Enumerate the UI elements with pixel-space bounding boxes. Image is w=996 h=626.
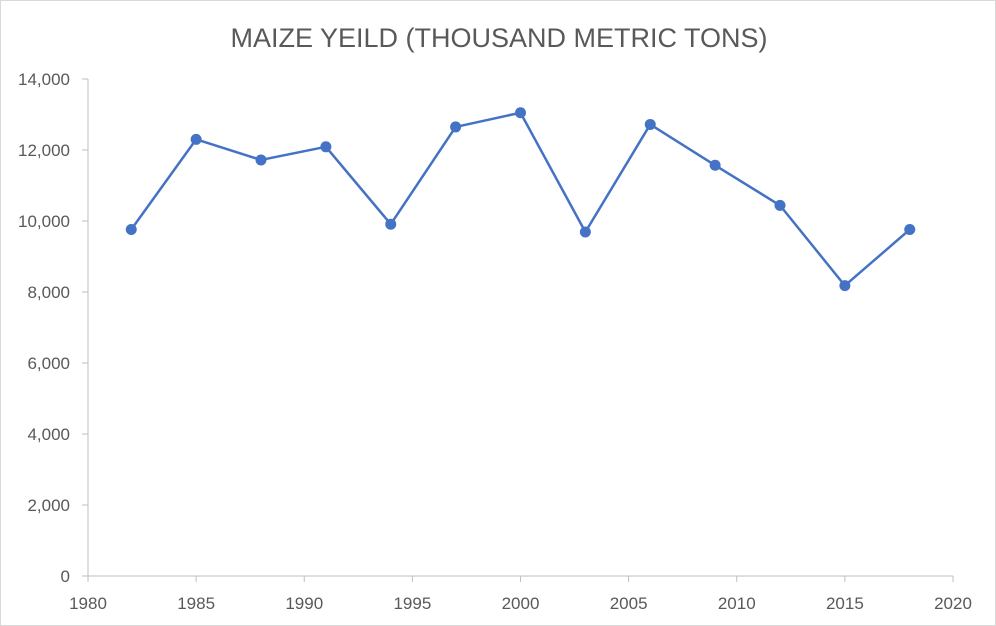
y-tick-label: 14,000 [18, 70, 70, 89]
y-tick-label: 8,000 [27, 283, 70, 302]
x-tick-label: 2015 [826, 594, 864, 613]
x-tick-label: 2010 [718, 594, 756, 613]
y-tick-label: 6,000 [27, 354, 70, 373]
data-point [644, 118, 656, 130]
chart-title: MAIZE YEILD (THOUSAND METRIC TONS) [230, 23, 767, 53]
x-tick-label: 2000 [502, 594, 540, 613]
x-tick-label: 1995 [393, 594, 431, 613]
x-tick-label: 1990 [285, 594, 323, 613]
x-tick-label: 2005 [610, 594, 648, 613]
data-point [385, 218, 397, 230]
data-point [255, 154, 267, 166]
series-group [125, 107, 916, 292]
data-point [190, 133, 202, 145]
y-tick-label: 12,000 [18, 141, 70, 160]
y-tick-label: 10,000 [18, 212, 70, 231]
data-point [774, 199, 786, 211]
x-tick-label: 2020 [934, 594, 972, 613]
series-line [130, 111, 911, 287]
data-point [709, 159, 721, 171]
x-tick-label: 1985 [177, 594, 215, 613]
y-tick-label: 4,000 [27, 425, 70, 444]
y-tick-label: 0 [61, 567, 70, 586]
data-point [839, 280, 851, 292]
y-axis: 0 2,000 4,000 6,000 8,000 10,000 12,000 14,000 [18, 70, 89, 586]
data-point [450, 121, 462, 133]
data-point [515, 107, 526, 119]
x-tick-label: 1980 [69, 594, 107, 613]
data-point [579, 226, 591, 238]
x-axis: 1980 1985 1990 1995 2000 2005 2010 2015 2020 [69, 575, 972, 613]
data-point [904, 224, 916, 236]
data-point [125, 224, 137, 236]
data-point [320, 141, 332, 153]
y-tick-label: 2,000 [27, 496, 70, 515]
